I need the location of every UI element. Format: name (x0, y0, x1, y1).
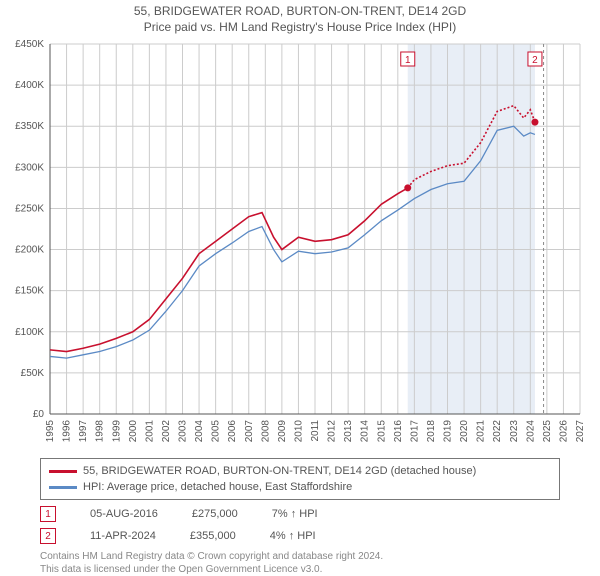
svg-text:2004: 2004 (194, 420, 205, 443)
price-chart: £0 £50K £100K £150K £200K £250K £300K £350K £400… (0, 34, 600, 454)
svg-text:2005: 2005 (211, 420, 222, 443)
svg-text:2024: 2024 (525, 420, 536, 443)
annotation-row: 1 05-AUG-2016 £275,000 7% ↑ HPI (40, 506, 560, 522)
svg-text:£100K: £100K (15, 327, 44, 338)
title-block: 55, BRIDGEWATER ROAD, BURTON-ON-TRENT, D… (0, 0, 600, 34)
annotation-row: 2 11-APR-2024 £355,000 4% ↑ HPI (40, 528, 560, 544)
svg-text:2023: 2023 (509, 420, 520, 443)
svg-text:2010: 2010 (293, 420, 304, 443)
svg-text:2002: 2002 (161, 420, 172, 443)
annotation-price: £275,000 (192, 508, 238, 520)
svg-text:2026: 2026 (558, 420, 569, 443)
svg-text:2003: 2003 (178, 420, 189, 443)
annotation-delta: 7% ↑ HPI (272, 508, 318, 520)
legend-swatch (49, 486, 77, 489)
svg-text:£300K: £300K (15, 162, 44, 173)
svg-text:2017: 2017 (409, 420, 420, 443)
svg-text:2001: 2001 (144, 420, 155, 443)
svg-text:2014: 2014 (360, 420, 371, 443)
svg-text:2000: 2000 (128, 420, 139, 443)
svg-text:1: 1 (405, 55, 411, 66)
svg-text:2012: 2012 (327, 420, 338, 443)
svg-text:2025: 2025 (542, 420, 553, 443)
svg-text:2009: 2009 (277, 420, 288, 443)
svg-text:2019: 2019 (443, 420, 454, 443)
svg-text:£450K: £450K (15, 39, 44, 50)
annotation-badge: 1 (40, 506, 56, 522)
svg-text:£400K: £400K (15, 80, 44, 91)
svg-text:£150K: £150K (15, 286, 44, 297)
svg-text:2007: 2007 (244, 420, 255, 443)
svg-text:1996: 1996 (62, 420, 73, 443)
legend-swatch (49, 470, 77, 473)
chart-container: £0 £50K £100K £150K £200K £250K £300K £350K £400… (0, 34, 600, 454)
legend-label: 55, BRIDGEWATER ROAD, BURTON-ON-TRENT, D… (83, 463, 476, 479)
svg-text:2013: 2013 (343, 420, 354, 443)
svg-text:2011: 2011 (310, 420, 321, 442)
chart-title-line1: 55, BRIDGEWATER ROAD, BURTON-ON-TRENT, D… (0, 4, 600, 18)
svg-text:£200K: £200K (15, 245, 44, 256)
legend-item: HPI: Average price, detached house, East… (49, 479, 551, 495)
svg-text:2015: 2015 (376, 420, 387, 443)
annotation-badge: 2 (40, 528, 56, 544)
legend: 55, BRIDGEWATER ROAD, BURTON-ON-TRENT, D… (40, 458, 560, 500)
svg-text:1997: 1997 (78, 420, 89, 443)
svg-text:2006: 2006 (227, 420, 238, 443)
svg-text:1998: 1998 (95, 420, 106, 443)
footer-line2: This data is licensed under the Open Gov… (40, 563, 560, 576)
svg-text:2027: 2027 (575, 420, 586, 443)
svg-text:£250K: £250K (15, 203, 44, 214)
legend-item: 55, BRIDGEWATER ROAD, BURTON-ON-TRENT, D… (49, 463, 551, 479)
annotation-delta: 4% ↑ HPI (270, 530, 316, 542)
svg-text:2018: 2018 (426, 420, 437, 443)
svg-text:£50K: £50K (21, 368, 45, 379)
svg-text:2008: 2008 (260, 420, 271, 443)
footer-line1: Contains HM Land Registry data © Crown c… (40, 550, 560, 563)
svg-text:2016: 2016 (393, 420, 404, 443)
svg-text:1995: 1995 (45, 420, 56, 443)
chart-title-line2: Price paid vs. HM Land Registry's House … (0, 20, 600, 34)
svg-text:2022: 2022 (492, 420, 503, 443)
annotation-price: £355,000 (190, 530, 236, 542)
footer: Contains HM Land Registry data © Crown c… (40, 550, 560, 576)
svg-text:2: 2 (532, 55, 538, 66)
svg-text:£0: £0 (33, 409, 45, 420)
legend-label: HPI: Average price, detached house, East… (83, 479, 352, 495)
svg-text:2021: 2021 (476, 420, 487, 443)
svg-text:2020: 2020 (459, 420, 470, 443)
annotation-date: 05-AUG-2016 (90, 508, 158, 520)
annotation-date: 11-APR-2024 (90, 530, 156, 542)
svg-text:£350K: £350K (15, 121, 44, 132)
svg-text:1999: 1999 (111, 420, 122, 443)
